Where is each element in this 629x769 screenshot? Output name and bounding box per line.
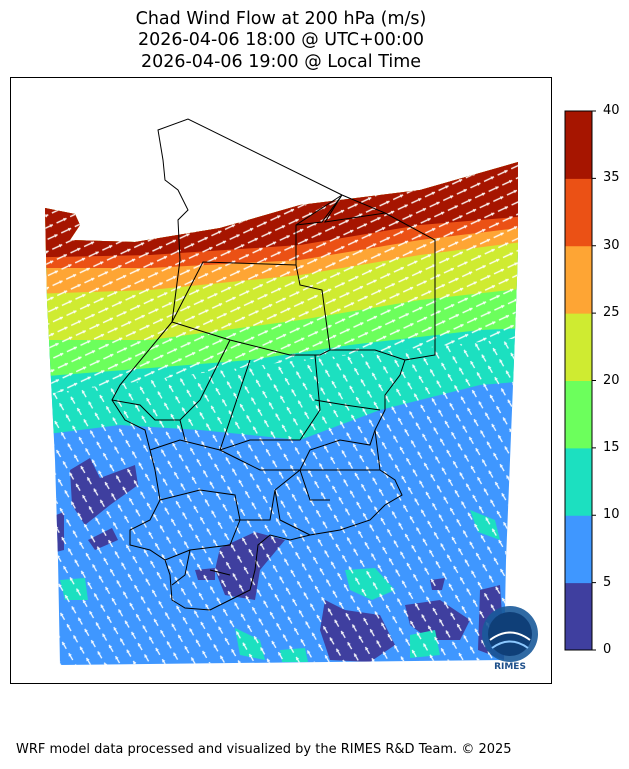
colorbar-tick-label: 20: [603, 372, 620, 388]
rimes-logo: RIMES: [482, 606, 538, 672]
chad-outline: [111, 118, 436, 611]
title-line-1: Chad Wind Flow at 200 hPa (m/s): [135, 9, 427, 29]
colorbar-tick-label: 0: [603, 642, 612, 657]
logo-text: RIMES: [494, 662, 526, 672]
colorbar-segment: [565, 380, 592, 449]
colorbar-segment: [565, 313, 592, 381]
wind-arrows-south: [45, 330, 518, 665]
colorbar-segment: [565, 582, 592, 651]
colorbar-tick-label: 10: [603, 507, 620, 523]
colorbar-segment: [565, 178, 592, 247]
colorbar-tick-label: 30: [603, 237, 620, 253]
colorbar: [564, 110, 596, 651]
title-line-3: 2026-04-06 19:00 @ Local Time: [140, 52, 422, 72]
colorbar-segment: [565, 245, 592, 314]
colorbar-segment: [565, 447, 592, 516]
colorbar-tick-label: 25: [603, 305, 620, 321]
colorbar-tick-label: 35: [603, 170, 620, 186]
title-line-2: 2026-04-06 18:00 @ UTC+00:00: [137, 30, 425, 50]
footer-credit: WRF model data processed and visualized …: [16, 742, 512, 757]
colorbar-segment: [565, 111, 592, 179]
colorbar-tick-label: 40: [603, 103, 620, 118]
colorbar-tick-label: 15: [603, 439, 620, 455]
chad-boundaries: [111, 118, 436, 611]
colorbar-tick-label: 5: [603, 574, 612, 590]
colorbar-segment: [565, 515, 592, 584]
